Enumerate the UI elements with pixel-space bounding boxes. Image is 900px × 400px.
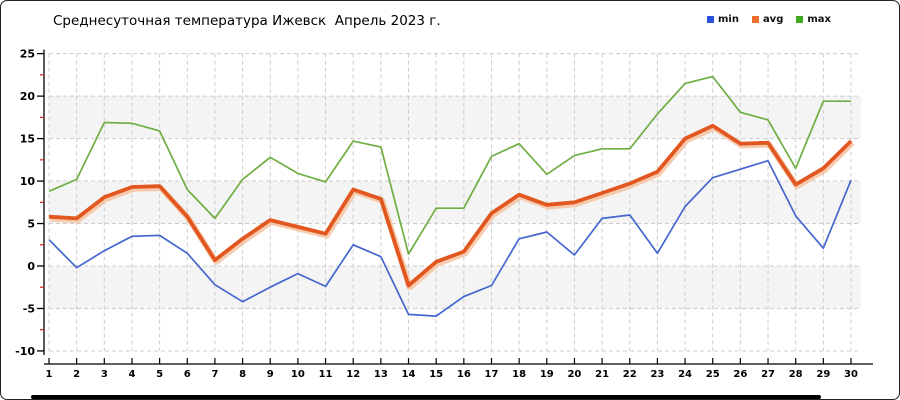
x-tick-label: 28 [789,369,803,380]
x-tick-label: 20 [567,369,581,380]
legend-item-min[interactable]: min [706,14,739,25]
series-avg-line [48,123,853,288]
legend-swatch-max [796,16,804,23]
x-tick-label: 11 [319,369,333,380]
y-tick-label: 10 [20,175,36,188]
x-tick-label: 25 [706,369,720,380]
x-tick-label: 22 [623,369,637,380]
series-min-line [48,159,852,317]
gridlines [48,53,861,352]
y-tick-label: 20 [20,90,36,103]
x-tick-label: 9 [267,369,274,380]
legend-swatch-avg [751,16,759,23]
plot-bands [49,96,861,309]
x-tick-label: 24 [678,369,692,380]
y-tick-label: 15 [20,133,35,146]
y-tick-label: 25 [20,48,35,61]
x-tick-label: 14 [402,369,416,380]
legend: min avg max [706,14,831,25]
x-tick-label: 10 [291,369,305,380]
x-tick-label: 2 [73,369,80,380]
y-tick-label: -5 [23,302,35,315]
chart-title: Среднесуточная температура Ижевск Апрель… [53,13,441,29]
x-tick-label: 13 [374,369,388,380]
scrollbar-thumb[interactable] [31,395,821,399]
legend-label-max: max [807,14,831,25]
x-tick-label: 15 [429,369,443,380]
legend-item-avg[interactable]: avg [751,14,784,25]
x-tick-label: 16 [457,369,471,380]
y-tick-label: -10 [15,345,35,358]
y-tick-label: 5 [27,218,35,231]
x-tick-label: 27 [761,369,775,380]
legend-swatch-min [706,16,714,23]
x-tick-label: 19 [540,369,554,380]
legend-item-max[interactable]: max [796,14,831,25]
legend-label-min: min [717,14,739,25]
x-tick-label: 23 [650,369,664,380]
x-tick-label: 26 [733,369,747,380]
x-tick-label: 3 [101,369,108,380]
x-tick-label: 7 [211,369,218,380]
x-tick-label: 21 [595,369,609,380]
x-tick-label: 6 [184,369,191,380]
x-axis: 1 2 3 4 5 6 7 8 9 10 11 12 13 14 15 16 17 18 19 20 21 22 23 24 2… [44,358,873,380]
y-axis: 25 20 15 10 5 0 -5 -10 [15,48,45,358]
x-tick-label: 4 [128,369,135,380]
legend-label-avg: avg [762,14,784,25]
x-tick-label: 5 [156,369,163,380]
x-tick-label: 30 [844,369,858,380]
x-tick-label: 12 [346,369,360,380]
y-tick-label: 0 [27,260,35,273]
x-tick-label: 29 [816,369,830,380]
series-max-line [48,75,851,255]
x-tick-label: 1 [46,369,53,380]
x-tick-label: 17 [485,369,499,380]
x-tick-label: 18 [512,369,526,380]
x-tick-label: 8 [239,369,246,380]
